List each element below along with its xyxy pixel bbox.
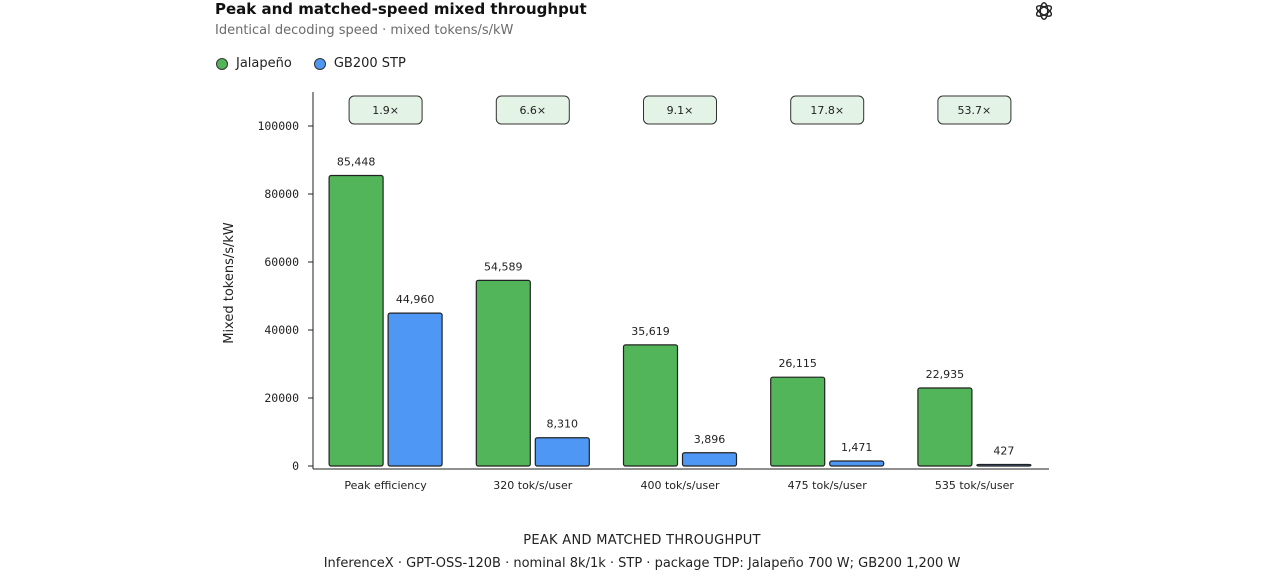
x-tick-label: 535 tok/s/user xyxy=(935,479,1015,492)
bar-value-label: 427 xyxy=(993,445,1014,458)
x-tick-label: 475 tok/s/user xyxy=(788,479,868,492)
bar-value-label: 44,960 xyxy=(396,293,435,306)
bar-gb200 xyxy=(534,437,590,467)
bar-gb200 xyxy=(387,312,443,467)
bar-value-label: 22,935 xyxy=(926,368,965,381)
x-axis-title: PEAK AND MATCHED THROUGHPUT xyxy=(523,533,761,548)
legend-label: GB200 STP xyxy=(333,56,406,71)
chart-title: Peak and matched-speed mixed throughput xyxy=(215,0,587,18)
bar-value-label: 3,896 xyxy=(694,433,726,446)
bar-value-label: 85,448 xyxy=(337,155,376,168)
ratio-badge-label: 6.6× xyxy=(519,104,546,117)
bar-value-label: 8,310 xyxy=(547,418,579,431)
bar-gb200 xyxy=(829,460,885,467)
ratio-badge-label: 17.8× xyxy=(810,104,844,117)
legend: Jalapeño GB200 STP xyxy=(216,56,406,71)
y-tick-label: 20000 xyxy=(264,391,299,405)
bar-value-label: 35,619 xyxy=(631,325,670,338)
openai-logo-icon xyxy=(1035,2,1053,20)
ratio-badge xyxy=(790,95,865,125)
ratio-badge-label: 53.7× xyxy=(958,104,992,117)
ratio-badge xyxy=(348,95,423,125)
chart-subtitle: Identical decoding speed · mixed tokens/… xyxy=(215,23,514,38)
bar-gb200 xyxy=(976,463,1032,467)
y-tick-label: 40000 xyxy=(264,323,299,337)
legend-label: Jalapeño xyxy=(236,56,292,71)
legend-swatch-jalapeno xyxy=(216,57,228,70)
y-tick-label: 0 xyxy=(292,459,299,473)
footnote: InferenceX · GPT-OSS-120B · nominal 8k/1… xyxy=(323,556,961,571)
ratio-badge xyxy=(495,95,570,125)
bar-gb200 xyxy=(681,452,738,467)
legend-item-jalapeno: Jalapeño xyxy=(216,56,292,71)
y-tick-label: 60000 xyxy=(264,255,299,269)
bar-value-label: 26,115 xyxy=(778,357,817,370)
ratio-badge-label: 9.1× xyxy=(667,104,694,117)
bar-value-label: 54,589 xyxy=(484,260,523,273)
ratio-badge-label: 1.9× xyxy=(372,104,399,117)
legend-item-gb200: GB200 STP xyxy=(313,56,406,71)
bar-jalapeno xyxy=(475,279,531,467)
y-tick-label: 80000 xyxy=(264,187,299,201)
y-tick-label: 100000 xyxy=(257,119,299,133)
legend-swatch-gb200 xyxy=(313,57,326,70)
x-tick-label: Peak efficiency xyxy=(344,479,427,492)
bar-jalapeno xyxy=(622,344,679,467)
bar-value-label: 1,471 xyxy=(841,441,873,454)
x-tick-label: 400 tok/s/user xyxy=(640,479,720,492)
ratio-badge xyxy=(643,95,717,125)
bar-jalapeno xyxy=(917,387,973,467)
bar-jalapeno xyxy=(328,174,384,467)
y-axis-label: Mixed tokens/s/kW xyxy=(222,222,237,344)
ratio-badge xyxy=(937,95,1012,125)
bar-jalapeno xyxy=(770,376,826,467)
x-tick-label: 320 tok/s/user xyxy=(493,479,573,492)
